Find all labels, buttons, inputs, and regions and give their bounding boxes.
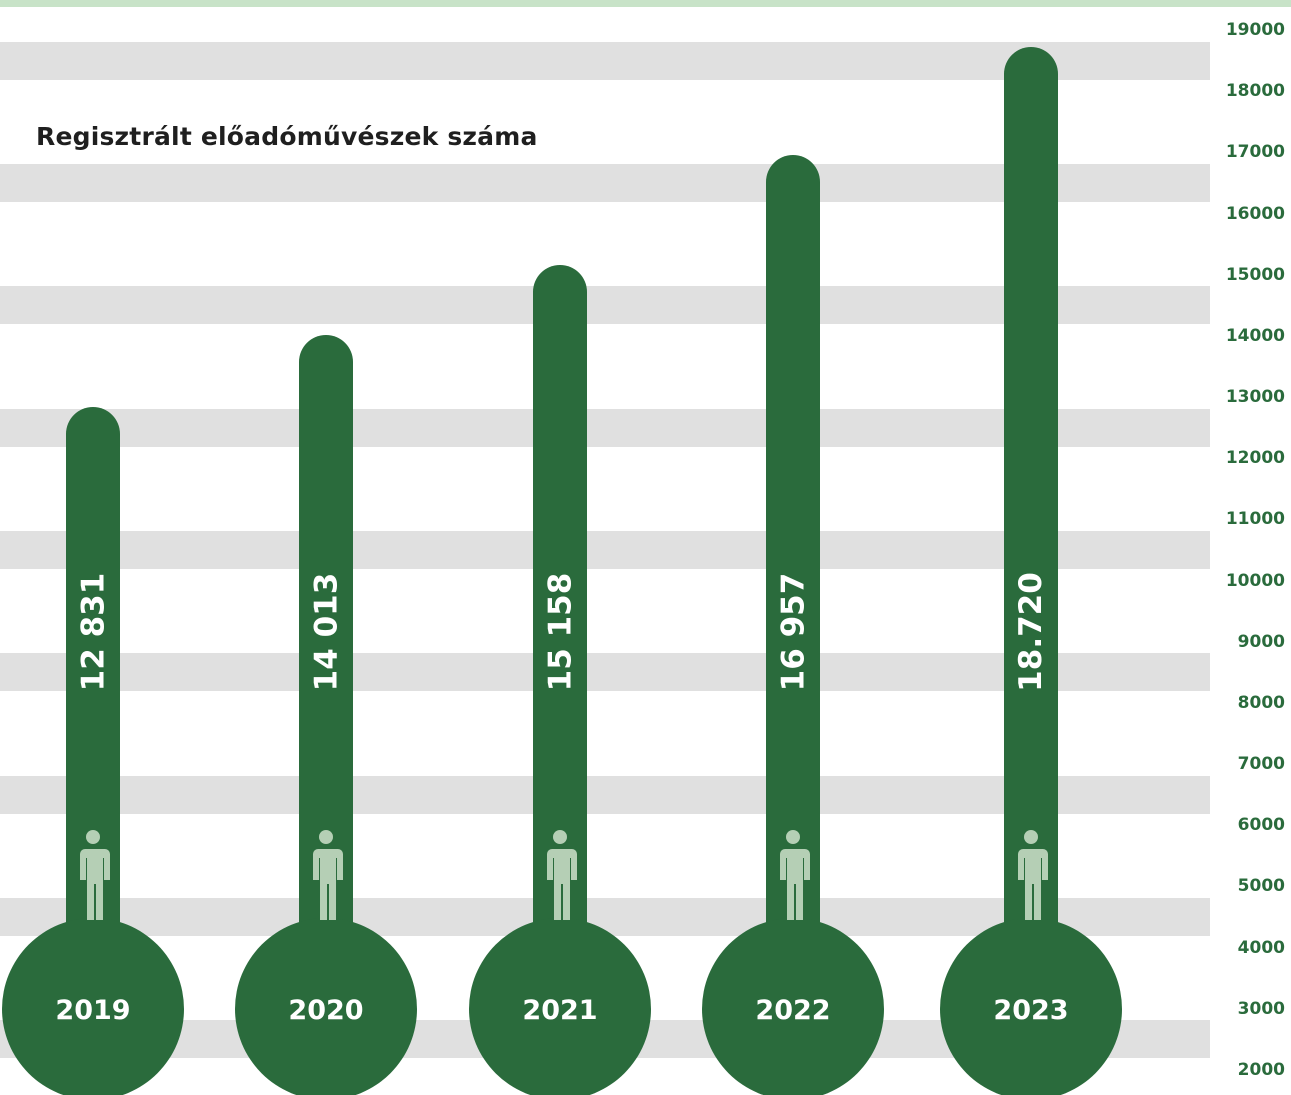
bar-bulb — [2, 918, 184, 1095]
y-tick-label: 5000 — [1237, 876, 1285, 897]
value-label: 18.720 — [1012, 572, 1049, 692]
year-label: 2020 — [288, 995, 364, 1026]
person-icon — [306, 828, 346, 928]
y-tick-label: 4000 — [1237, 937, 1285, 958]
year-label: 2019 — [55, 995, 131, 1026]
y-tick-label: 11000 — [1225, 509, 1285, 530]
person-icon — [773, 828, 813, 928]
y-tick-label: 9000 — [1237, 631, 1285, 652]
y-tick-label: 17000 — [1225, 142, 1285, 163]
y-tick-label: 16000 — [1225, 203, 1285, 224]
bar-stem — [1004, 47, 1058, 958]
y-tick-label: 19000 — [1225, 20, 1285, 40]
year-label: 2021 — [522, 995, 598, 1026]
y-tick-label: 12000 — [1225, 448, 1285, 469]
person-icon — [540, 828, 580, 928]
person-icon — [73, 828, 113, 928]
y-tick-label: 10000 — [1225, 570, 1285, 591]
chart-title: Regisztrált előadóművészek száma — [36, 122, 538, 151]
person-icon — [1011, 828, 1051, 928]
year-label: 2022 — [755, 995, 831, 1026]
bar-bulb — [940, 918, 1122, 1095]
bar-stem — [766, 154, 820, 958]
y-tick-label: 15000 — [1225, 264, 1285, 285]
y-tick-label: 6000 — [1237, 815, 1285, 836]
bar-bulb — [235, 918, 417, 1095]
year-label: 2023 — [993, 995, 1069, 1026]
bar-bulb — [702, 918, 884, 1095]
top-accent-strip — [0, 0, 1291, 7]
y-tick-label: 13000 — [1225, 387, 1285, 408]
value-label: 15 158 — [541, 572, 578, 692]
y-tick-label: 8000 — [1237, 692, 1285, 713]
y-tick-label: 18000 — [1225, 81, 1285, 102]
value-label: 12 831 — [74, 572, 111, 692]
y-tick-label: 3000 — [1237, 998, 1285, 1019]
value-label: 16 957 — [774, 572, 811, 692]
y-tick-label: 2000 — [1237, 1060, 1285, 1080]
value-label: 14 013 — [307, 572, 344, 692]
y-tick-label: 7000 — [1237, 754, 1285, 775]
bar-bulb — [469, 918, 651, 1095]
y-tick-label: 14000 — [1225, 325, 1285, 346]
